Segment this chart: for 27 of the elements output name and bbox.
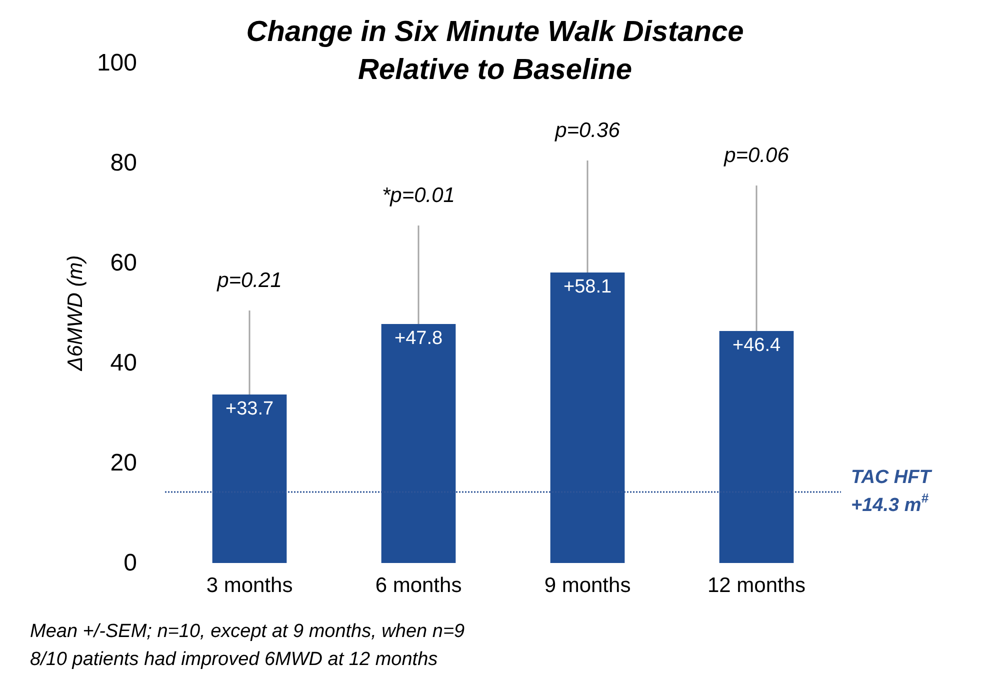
y-axis-title: Δ6MWD (m) bbox=[64, 255, 88, 372]
y-tick-label: 60 bbox=[110, 250, 137, 276]
annotation: p=0.36 bbox=[554, 119, 620, 142]
annotation: p=0.21 bbox=[216, 269, 282, 292]
text: Mean +/-SEM; n=10, except at 9 months, when n=9 bbox=[30, 621, 466, 642]
bar bbox=[550, 272, 625, 563]
bar bbox=[719, 331, 794, 563]
ref-line-label: TAC HFT +14.3 m# bbox=[851, 467, 932, 516]
bar bbox=[212, 394, 287, 563]
x-tick-label: 12 months bbox=[707, 574, 806, 597]
x-tick-label: 6 months bbox=[375, 574, 462, 597]
y-tick-label: 40 bbox=[110, 350, 137, 376]
data-label: +46.4 bbox=[732, 335, 781, 356]
y-tick-label: 80 bbox=[110, 150, 137, 176]
data-label: +47.8 bbox=[394, 328, 443, 349]
data-label: +58.1 bbox=[563, 276, 612, 298]
y-tick-label: 0 bbox=[124, 550, 137, 576]
annotation: p=0.06 bbox=[723, 144, 790, 167]
x-tick-label: 3 months bbox=[206, 574, 293, 597]
y-tick-label: 100 bbox=[96, 50, 137, 76]
data-label: +33.7 bbox=[225, 398, 274, 420]
bar bbox=[381, 324, 456, 563]
chart-title: Change in Six Minute Walk Distance Relative to Baseline bbox=[246, 16, 744, 86]
text: 8/10 patients had improved 6MWD at 12 months bbox=[30, 649, 438, 670]
y-tick-label: 20 bbox=[110, 450, 137, 476]
x-tick-label: 9 months bbox=[544, 574, 631, 597]
annotation: *p=0.01 bbox=[382, 184, 455, 207]
